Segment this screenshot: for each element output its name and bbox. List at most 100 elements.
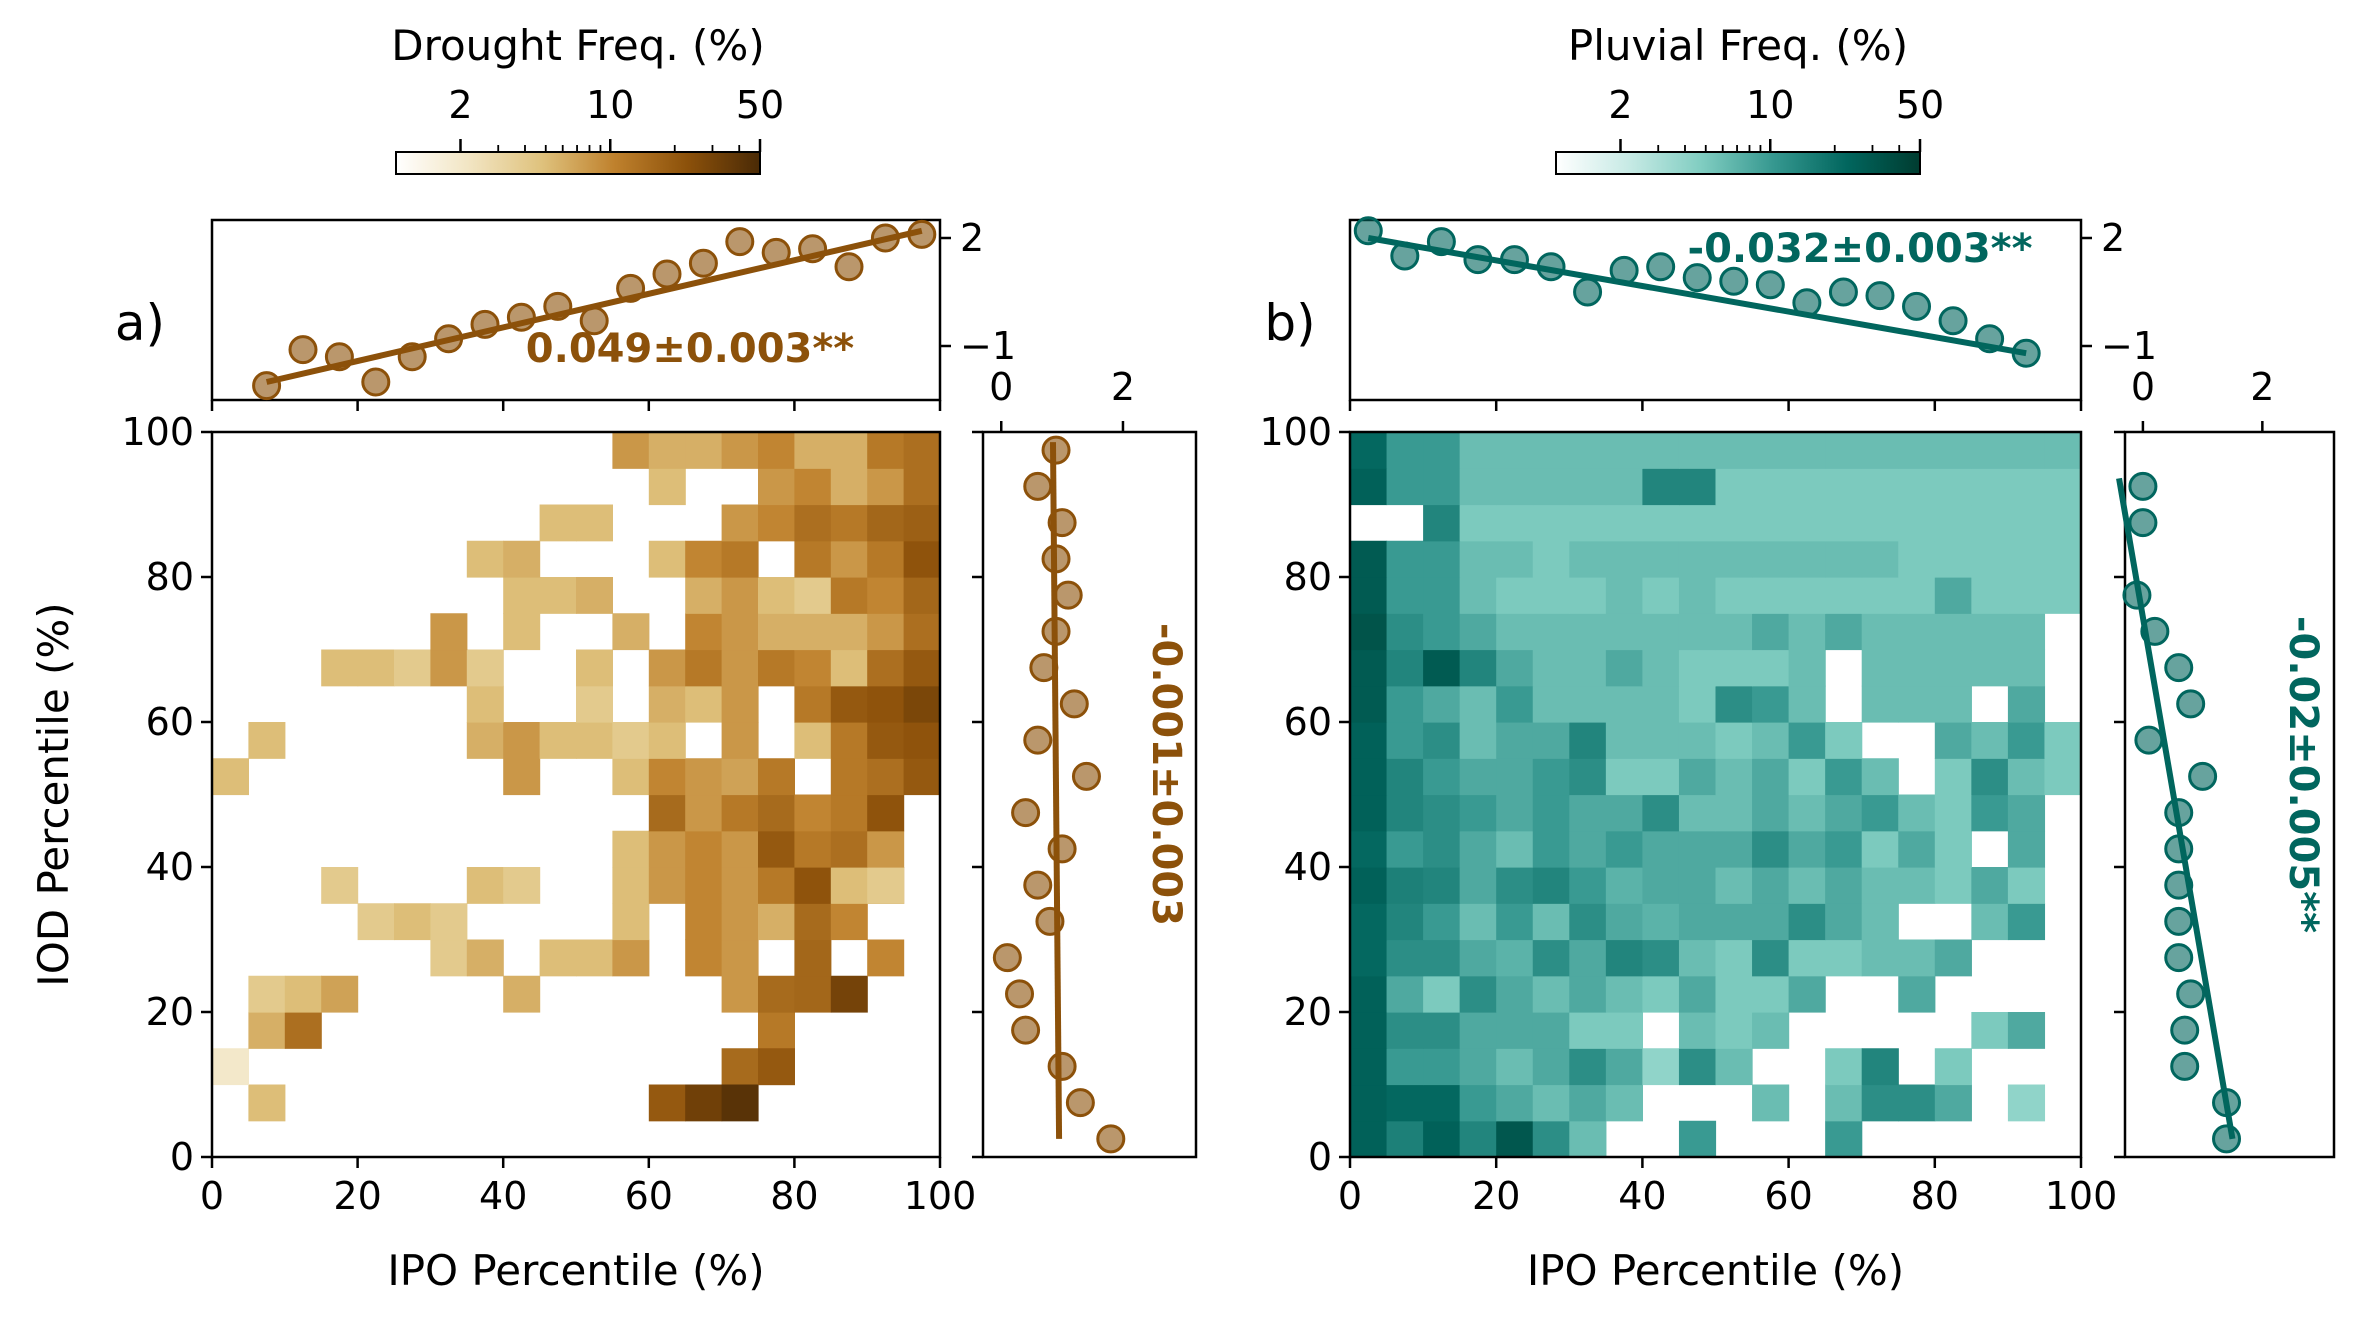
- heatmap-cell: [758, 975, 795, 1013]
- top-inset-point: [616, 273, 646, 303]
- heatmap-cell: [867, 939, 905, 977]
- heatmap-cell: [1532, 1048, 1570, 1086]
- heatmap-cell: [1386, 794, 1424, 832]
- heatmap-cell: [685, 613, 723, 651]
- heatmap-cell: [1423, 903, 1461, 941]
- top-inset-point: [1975, 324, 2005, 354]
- heatmap-cell: [2007, 903, 2046, 941]
- heatmap-cell: [1496, 867, 1534, 904]
- heatmap-cell: [539, 722, 577, 759]
- heatmap-cell: [794, 685, 832, 723]
- heatmap-cell: [503, 613, 541, 651]
- heatmap-cell: [1350, 1084, 1388, 1122]
- heatmap-cell: [685, 867, 723, 904]
- heatmap-cell: [1898, 830, 1936, 868]
- heatmap-cell: [1605, 794, 1643, 832]
- heatmap-cell: [1788, 722, 1826, 759]
- heatmap-cell: [1569, 613, 1607, 651]
- heatmap-cell: [758, 794, 795, 832]
- heatmap-cell: [284, 1012, 322, 1049]
- heatmap-cell: [1642, 758, 1680, 796]
- heatmap-cell: [1642, 903, 1680, 941]
- y-axis-label: IOD Percentile (%): [29, 602, 78, 986]
- x-tick-label: 40: [1618, 1174, 1666, 1218]
- right-inset-point: [1041, 544, 1071, 574]
- heatmap-cell: [1752, 540, 1790, 578]
- heatmap-cell: [1496, 903, 1534, 941]
- right-inset-point: [1065, 1088, 1095, 1118]
- heatmap-cells: [212, 432, 941, 1122]
- panel-label: a): [115, 294, 165, 352]
- heatmap-cell: [1934, 794, 1972, 832]
- heatmap-cell: [2044, 577, 2082, 614]
- heatmap-cell: [430, 939, 468, 977]
- heatmap-cell: [1898, 794, 1936, 832]
- right-inset-point: [2164, 943, 2194, 973]
- heatmap-cell: [1788, 685, 1826, 723]
- heatmap-cell: [1825, 504, 1863, 542]
- heatmap-cell: [867, 432, 905, 469]
- heatmap-cell: [1934, 649, 1972, 687]
- heatmap-cell: [830, 975, 868, 1013]
- heatmap-cell: [1898, 649, 1936, 687]
- heatmap-cell: [1569, 830, 1607, 868]
- right-inset-frame: [981, 430, 1198, 1159]
- heatmap-cell: [1825, 468, 1863, 506]
- heatmap-cell: [1423, 1120, 1461, 1158]
- y-tick-label: 100: [1259, 410, 1332, 454]
- heatmap-cell: [1825, 613, 1863, 651]
- heatmap-cell: [1678, 794, 1717, 832]
- heatmap-cell: [1715, 867, 1753, 904]
- heatmap-cell: [1678, 540, 1717, 578]
- heatmap-cell: [576, 649, 613, 687]
- heatmap-cell: [1971, 867, 2009, 904]
- heatmap-cell: [1532, 468, 1570, 506]
- heatmap-cell: [1532, 685, 1570, 723]
- right-inset-point: [1023, 725, 1053, 755]
- heatmap-cell: [1496, 1120, 1534, 1158]
- top-inset-annotation: -0.032±0.003**: [1688, 226, 2033, 272]
- heatmap-cell: [903, 685, 941, 723]
- heatmap-cell: [1496, 1048, 1534, 1086]
- heatmap-cell: [830, 794, 868, 832]
- heatmap-cell: [1642, 685, 1680, 723]
- top-inset-point: [725, 227, 755, 257]
- heatmap-cell: [1350, 577, 1388, 614]
- heatmap-cell: [685, 758, 723, 796]
- heatmap-cell: [721, 867, 759, 904]
- heatmap-cell: [1423, 722, 1461, 759]
- y-tick-label: 80: [1284, 555, 1332, 599]
- heatmap-cell: [1605, 577, 1643, 614]
- heatmap-cell: [1423, 1048, 1461, 1086]
- right-inset-point: [1029, 653, 1059, 683]
- heatmap-cell: [1642, 468, 1680, 506]
- heatmap-cell: [1861, 504, 1899, 542]
- heatmap-cell: [1715, 504, 1753, 542]
- right-inset-point: [2164, 834, 2194, 864]
- heatmap-cell: [1715, 794, 1753, 832]
- heatmap-cell: [721, 794, 759, 832]
- heatmap-cell: [903, 432, 941, 469]
- heatmap-cell: [1715, 758, 1753, 796]
- right-inset-point: [2164, 653, 2194, 683]
- x-tick-label: 80: [1911, 1174, 1959, 1218]
- heatmap-cell: [503, 867, 541, 904]
- heatmap-cell: [1496, 432, 1534, 469]
- top-inset-point: [834, 252, 864, 282]
- heatmap-cell: [1752, 1012, 1790, 1049]
- heatmap-cell: [1532, 867, 1570, 904]
- y-tick-label: 0: [1308, 1135, 1332, 1179]
- heatmap-cell: [1386, 1012, 1424, 1049]
- heatmap-cell: [1532, 540, 1570, 578]
- heatmap-cell: [1569, 504, 1607, 542]
- heatmap-cell: [1752, 939, 1790, 977]
- heatmap-cell: [1496, 685, 1534, 723]
- heatmap-cell: [1532, 903, 1570, 941]
- heatmap-cell: [1496, 613, 1534, 651]
- heatmap-cell: [1971, 903, 2009, 941]
- heatmap-cell: [1678, 577, 1717, 614]
- x-tick-label: 80: [770, 1174, 818, 1218]
- heatmap-cell: [1861, 540, 1899, 578]
- heatmap-cell: [1605, 758, 1643, 796]
